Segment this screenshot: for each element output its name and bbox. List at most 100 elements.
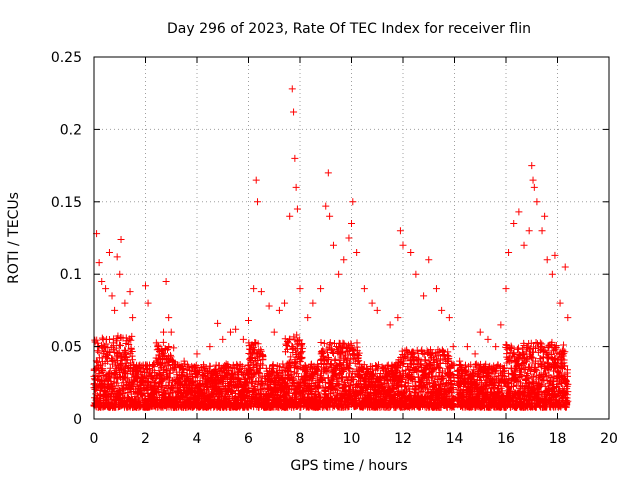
data-point bbox=[348, 220, 355, 228]
data-point bbox=[214, 319, 222, 327]
data-point bbox=[286, 212, 294, 220]
data-point bbox=[290, 108, 298, 116]
data-point bbox=[373, 306, 381, 314]
data-point bbox=[281, 299, 289, 307]
data-point bbox=[335, 270, 343, 278]
data-point bbox=[484, 335, 492, 343]
data-point bbox=[538, 227, 546, 235]
data-point bbox=[533, 198, 541, 206]
data-point bbox=[564, 314, 572, 322]
y-tick-label: 0.05 bbox=[51, 340, 82, 356]
data-point bbox=[291, 154, 299, 162]
data-point bbox=[317, 285, 325, 293]
data-point bbox=[160, 328, 168, 336]
data-point bbox=[250, 285, 258, 293]
data-point bbox=[456, 357, 464, 365]
data-point bbox=[530, 183, 538, 191]
data-point bbox=[420, 292, 428, 300]
dense-noise-band bbox=[90, 331, 572, 411]
data-point bbox=[396, 227, 404, 235]
data-point bbox=[551, 251, 559, 259]
x-axis-ticks: 0 2 4 6 8 10 12 14 16 18 20 bbox=[90, 57, 618, 447]
data-point bbox=[108, 292, 116, 300]
data-point bbox=[98, 277, 106, 285]
y-tick-label: 0.15 bbox=[51, 195, 82, 211]
data-point bbox=[529, 176, 537, 184]
data-point bbox=[270, 328, 278, 336]
data-point bbox=[502, 285, 510, 293]
data-point bbox=[476, 328, 484, 336]
data-point bbox=[353, 248, 361, 256]
data-point bbox=[505, 248, 513, 256]
data-point bbox=[232, 325, 240, 333]
data-point bbox=[265, 302, 273, 310]
y-tick-label: 0.1 bbox=[60, 267, 82, 283]
y-axis-ticks: 0 0.05 0.1 0.15 0.2 0.25 bbox=[51, 50, 609, 428]
data-point bbox=[113, 253, 121, 261]
data-point bbox=[399, 241, 407, 249]
data-point bbox=[309, 299, 317, 307]
data-point bbox=[407, 248, 415, 256]
data-point bbox=[162, 277, 170, 285]
data-point bbox=[525, 227, 533, 235]
data-point bbox=[296, 285, 304, 293]
data-point bbox=[180, 357, 188, 365]
data-point bbox=[288, 85, 296, 93]
data-point bbox=[543, 256, 551, 264]
data-point bbox=[520, 241, 528, 249]
data-point bbox=[252, 176, 260, 184]
data-point bbox=[117, 235, 125, 243]
data-point bbox=[548, 270, 556, 278]
data-point bbox=[206, 343, 214, 351]
data-point bbox=[293, 205, 301, 213]
y-axis-label: ROTI / TECUs bbox=[6, 192, 22, 284]
x-tick-label: 2 bbox=[141, 431, 150, 447]
data-point bbox=[326, 212, 334, 220]
data-point bbox=[471, 350, 479, 358]
x-tick-label: 14 bbox=[446, 431, 464, 447]
data-point bbox=[510, 220, 518, 228]
data-points bbox=[93, 85, 572, 365]
y-tick-label: 0 bbox=[73, 412, 82, 428]
data-point bbox=[154, 343, 162, 351]
data-point bbox=[219, 335, 227, 343]
data-point bbox=[304, 314, 312, 322]
data-point bbox=[167, 328, 175, 336]
data-point bbox=[126, 288, 134, 296]
data-point bbox=[254, 198, 262, 206]
data-point bbox=[275, 306, 283, 314]
data-point bbox=[324, 169, 332, 177]
x-tick-label: 6 bbox=[244, 431, 253, 447]
data-point bbox=[322, 202, 330, 210]
x-tick-label: 0 bbox=[90, 431, 99, 447]
y-tick-label: 0.2 bbox=[60, 122, 82, 138]
data-point bbox=[142, 282, 149, 290]
data-point bbox=[425, 256, 433, 264]
background-samples bbox=[90, 331, 572, 411]
data-point bbox=[121, 299, 129, 307]
data-point bbox=[349, 198, 357, 206]
x-tick-label: 12 bbox=[394, 431, 412, 447]
data-point bbox=[556, 299, 564, 307]
data-point bbox=[144, 299, 152, 307]
data-point bbox=[438, 306, 446, 314]
data-point bbox=[345, 234, 353, 242]
data-point bbox=[386, 321, 394, 329]
data-point bbox=[340, 256, 348, 264]
data-point bbox=[412, 270, 420, 278]
data-point bbox=[561, 263, 569, 271]
data-point bbox=[497, 321, 505, 329]
data-point bbox=[193, 350, 201, 358]
x-tick-label: 20 bbox=[600, 431, 618, 447]
data-point bbox=[292, 183, 300, 191]
data-point bbox=[368, 299, 376, 307]
data-point bbox=[329, 241, 337, 249]
x-tick-label: 4 bbox=[193, 431, 202, 447]
data-point bbox=[111, 306, 119, 314]
data-point bbox=[394, 314, 402, 322]
data-point bbox=[105, 248, 113, 256]
x-tick-label: 10 bbox=[343, 431, 361, 447]
x-tick-label: 8 bbox=[296, 431, 305, 447]
data-point bbox=[541, 212, 549, 220]
